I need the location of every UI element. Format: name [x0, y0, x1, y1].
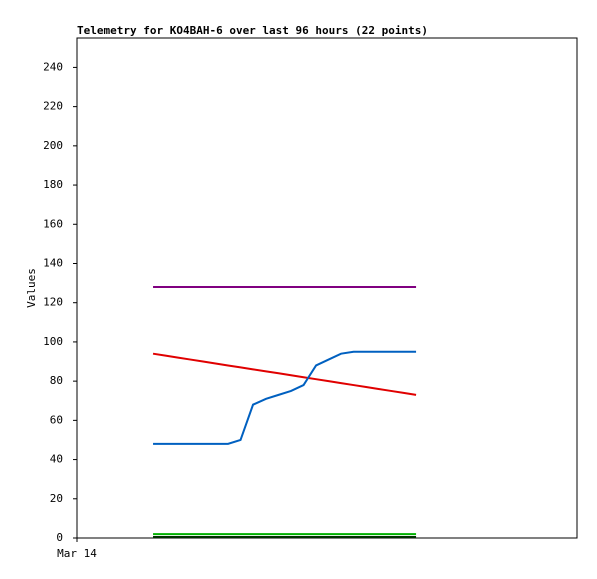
- chart-title: Telemetry for KO4BAH-6 over last 96 hour…: [77, 24, 428, 37]
- y-tick-label: 240: [43, 60, 63, 73]
- series-line: [152, 352, 417, 396]
- x-tick-label: Mar 14: [57, 547, 97, 560]
- y-tick-label: 200: [43, 139, 63, 152]
- y-tick-label: 60: [50, 413, 63, 426]
- y-tick-label: 40: [50, 453, 63, 466]
- y-axis-label: Values: [25, 268, 38, 308]
- y-tick-label: 140: [43, 256, 63, 269]
- y-tick-label: 120: [43, 296, 63, 309]
- y-tick-label: 0: [56, 531, 63, 544]
- y-tick-label: 100: [43, 335, 63, 348]
- y-tick-label: 180: [43, 178, 63, 191]
- y-tick-label: 80: [50, 374, 63, 387]
- series-line: [153, 350, 417, 445]
- y-tick-label: 220: [43, 100, 63, 113]
- y-tick-label: 20: [50, 492, 63, 505]
- y-tick-label: 160: [43, 217, 63, 230]
